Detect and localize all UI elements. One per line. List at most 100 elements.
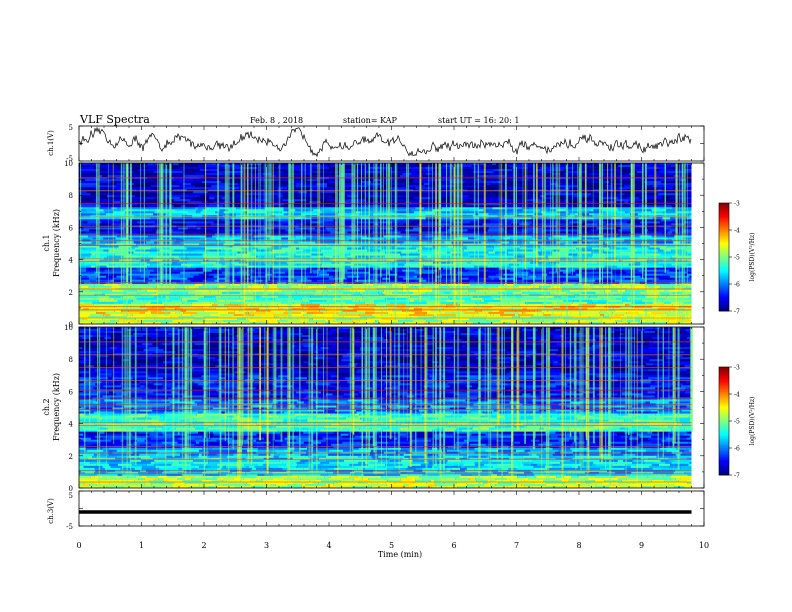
colorbar-segment	[719, 419, 729, 422]
colorbar-segment	[719, 230, 729, 233]
colorbar-segment	[719, 404, 729, 407]
colorbar-segment	[719, 264, 729, 267]
x-tick-label: 4	[326, 541, 331, 550]
ch2-spectrogram-image	[79, 327, 704, 489]
ch3-ytick-top: 5	[69, 492, 73, 500]
colorbar-segment	[719, 271, 729, 274]
colorbar-segment	[719, 235, 729, 238]
colorbar-segment	[719, 307, 729, 310]
colorbar-segment	[719, 368, 729, 371]
colorbar-segment	[719, 410, 729, 413]
colorbar-segment	[719, 395, 729, 398]
colorbar-segment	[719, 460, 729, 463]
colorbar-segment	[719, 203, 729, 206]
ch1-spec-ytick: 10	[64, 160, 73, 168]
colorbar-segment	[719, 289, 729, 292]
colorbar-segment	[719, 208, 729, 211]
station-label: station= KAP	[343, 116, 398, 125]
colorbar-segment	[719, 388, 729, 391]
ch2-spec-ylabel: Frequency (kHz)	[52, 373, 61, 441]
colorbar-segment	[719, 273, 729, 276]
colorbar-segment	[719, 217, 729, 220]
x-tick-label: 0	[76, 541, 81, 550]
colorbar-segment	[719, 442, 729, 445]
ch1-spec-ylabel-channel: ch.1	[42, 234, 51, 251]
ch1-spectrogram-image	[79, 163, 704, 325]
colorbar-segment	[719, 449, 729, 452]
date-label: Feb. 8 , 2018	[250, 116, 303, 125]
colorbar-tick-label: -4	[734, 392, 740, 399]
colorbar-segment	[719, 221, 729, 224]
colorbar-segment	[719, 248, 729, 251]
colorbar-segment	[719, 240, 729, 243]
colorbar-tick-label: -5	[734, 255, 740, 262]
colorbar-segment	[719, 303, 729, 306]
colorbar-segment	[719, 262, 729, 265]
colorbar-segment	[719, 276, 729, 279]
colorbar-segment	[719, 296, 729, 299]
colorbar-segment	[719, 282, 729, 285]
colorbar-segment	[719, 462, 729, 465]
colorbar-segment	[719, 294, 729, 297]
colorbar-segment	[719, 231, 729, 234]
colorbar-segment	[719, 260, 729, 263]
colorbar-tick-label: -4	[734, 228, 740, 235]
colorbar-segment	[719, 467, 729, 470]
colorbar-segment	[719, 455, 729, 458]
colorbar-segment	[719, 469, 729, 472]
colorbar-segment	[719, 212, 729, 215]
x-tick-label: 5	[389, 541, 394, 550]
ch3-waveform-ylabel: ch.3(V)	[47, 498, 55, 524]
colorbar-segment	[719, 399, 729, 402]
colorbar-segment	[719, 226, 729, 229]
ch1-spec-ytick: 8	[69, 192, 73, 200]
start-time-label: start UT = 16: 20: 1	[438, 116, 519, 125]
colorbar-segment	[719, 275, 729, 278]
colorbar-segment	[719, 431, 729, 434]
x-tick-label: 10	[699, 541, 709, 550]
colorbar-segment	[719, 451, 729, 454]
x-tick-label: 1	[139, 541, 144, 550]
colorbar-segment	[719, 367, 729, 370]
colorbar-segment	[719, 239, 729, 242]
colorbar-segment	[719, 421, 729, 424]
colorbar-segment	[719, 300, 729, 303]
colorbar-segment	[719, 287, 729, 290]
colorbar-segment	[719, 473, 729, 476]
colorbar-segment	[719, 244, 729, 247]
colorbar-segment	[719, 222, 729, 225]
colorbar-segment	[719, 293, 729, 296]
colorbar-segment	[719, 422, 729, 425]
ch3-ytick-bottom: -5	[66, 523, 73, 531]
colorbar-segment	[719, 298, 729, 301]
colorbar-segment	[719, 206, 729, 209]
ch1-ytick-bottom: -5	[66, 155, 73, 163]
colorbar-tick-label: -6	[734, 282, 740, 289]
colorbar-tick-label: -5	[734, 419, 740, 426]
colorbar-segment	[719, 440, 729, 443]
ch2-spec-ytick: 4	[69, 421, 74, 429]
colorbar-tick-label: -7	[734, 309, 740, 316]
colorbar-segment	[719, 372, 729, 375]
colorbar-segment	[719, 401, 729, 404]
ch2-spec-ytick: 0	[69, 485, 73, 493]
colorbar-segment	[719, 385, 729, 388]
colorbar-tick-label: -3	[734, 201, 740, 208]
colorbar-segment	[719, 453, 729, 456]
colorbar-segment	[719, 458, 729, 461]
colorbar-segment	[719, 269, 729, 272]
axis-ticks	[78, 125, 705, 527]
colorbar-segment	[719, 386, 729, 389]
colorbar-segment	[719, 213, 729, 216]
colorbar-segment	[719, 215, 729, 218]
colorbar-segment	[719, 428, 729, 431]
colorbar-segment	[719, 246, 729, 249]
colorbar-segment	[719, 437, 729, 440]
colorbar-segment	[719, 392, 729, 395]
colorbar-segment	[719, 397, 729, 400]
ch2-spec-ytick: 6	[69, 388, 74, 396]
ch1-spec-ytick: 0	[69, 321, 73, 329]
colorbar-segment	[719, 464, 729, 467]
colorbar-tick-label: -3	[734, 365, 740, 372]
colorbar-segment	[719, 412, 729, 415]
